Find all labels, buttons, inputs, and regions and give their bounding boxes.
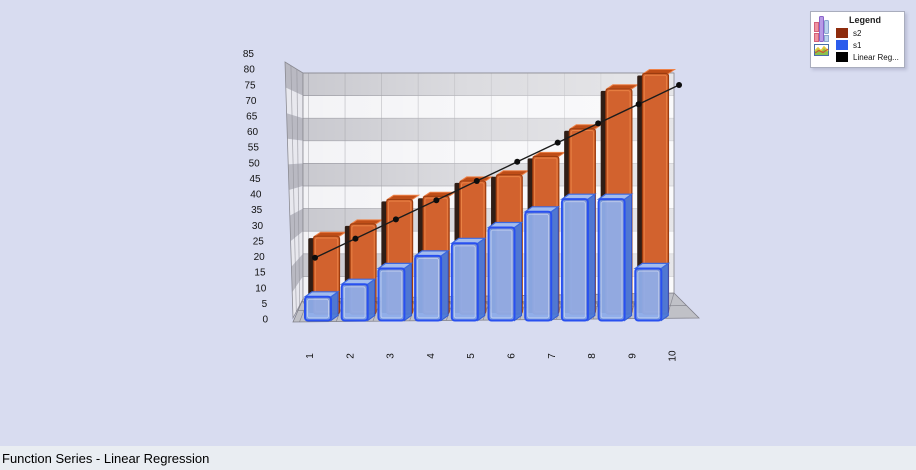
status-bar: Function Series - Linear Regression xyxy=(0,446,916,470)
legend-item-label: Linear Reg... xyxy=(853,52,899,62)
legend-item-label: s2 xyxy=(853,28,862,38)
bar-chart-icon xyxy=(814,16,829,42)
svg-text:6: 6 xyxy=(507,353,518,359)
legend-swatch xyxy=(836,52,848,62)
legend-swatch xyxy=(836,28,848,38)
legend-item-label: s1 xyxy=(853,40,862,50)
svg-text:5: 5 xyxy=(262,299,268,310)
legend-box: Legend s2 s1 Linear Reg... xyxy=(810,11,905,68)
x-axis-labels: 1 2 3 4 5 6 7 8 9 10 xyxy=(305,350,679,362)
legend-title: Legend xyxy=(848,15,881,25)
svg-text:4: 4 xyxy=(426,353,437,359)
legend-item: s1 xyxy=(836,39,904,51)
svg-text:60: 60 xyxy=(247,127,259,138)
svg-text:20: 20 xyxy=(254,252,266,263)
y-axis-labels: 0 5 10 15 20 25 30 35 40 45 50 55 60 65 70 75 80 85 xyxy=(243,49,269,325)
svg-text:10: 10 xyxy=(255,283,267,294)
svg-text:15: 15 xyxy=(254,268,266,279)
legend-items: s2 s1 Linear Reg... xyxy=(834,27,904,63)
series-s1-bars xyxy=(303,193,671,322)
svg-text:40: 40 xyxy=(250,190,262,201)
svg-text:1: 1 xyxy=(305,353,316,359)
svg-text:55: 55 xyxy=(248,143,260,154)
svg-text:35: 35 xyxy=(251,205,263,216)
regression-line xyxy=(312,82,683,261)
svg-text:8: 8 xyxy=(587,353,598,359)
left-wall xyxy=(284,61,304,320)
svg-text:2: 2 xyxy=(345,353,356,359)
svg-text:5: 5 xyxy=(466,353,477,359)
chart-title: Function Series - Linear Regression xyxy=(2,450,210,466)
svg-text:85: 85 xyxy=(243,49,255,60)
svg-text:50: 50 xyxy=(249,158,261,169)
svg-text:7: 7 xyxy=(547,353,558,359)
svg-text:25: 25 xyxy=(253,236,265,247)
legend-item: Linear Reg... xyxy=(836,51,904,63)
svg-text:70: 70 xyxy=(245,96,257,107)
svg-text:80: 80 xyxy=(244,65,256,76)
svg-text:10: 10 xyxy=(668,350,679,362)
svg-text:75: 75 xyxy=(245,80,257,91)
svg-text:3: 3 xyxy=(386,353,397,359)
svg-text:0: 0 xyxy=(262,315,268,326)
legend-item: s2 xyxy=(836,27,904,39)
svg-text:45: 45 xyxy=(249,174,261,185)
legend-swatch xyxy=(836,40,848,50)
svg-text:9: 9 xyxy=(627,353,638,359)
svg-text:30: 30 xyxy=(252,221,264,232)
svg-text:65: 65 xyxy=(246,112,258,123)
legend-icon-column xyxy=(811,12,834,67)
area-chart-icon xyxy=(814,44,829,56)
